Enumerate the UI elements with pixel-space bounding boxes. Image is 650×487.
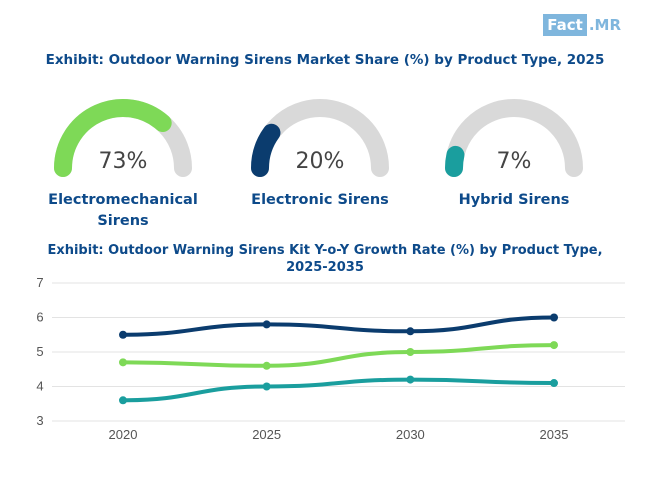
data-point-electromechanical-sirens <box>406 348 415 356</box>
factmr-logo: Fact .MR <box>543 14 623 36</box>
x-tick-label: 2020 <box>109 427 138 442</box>
data-point-electronic-sirens <box>119 330 127 339</box>
line-chart-title-line2: 2025-2035 <box>286 260 364 275</box>
series-line-electromechanical-sirens <box>122 343 555 368</box>
x-tick-label: 2035 <box>540 427 569 442</box>
data-point-electronic-sirens <box>550 313 558 322</box>
gauge-value-electronic: 20% <box>296 149 345 174</box>
gauge-arc-electromechanical <box>54 99 172 177</box>
line-chart-title-line1: Exhibit: Outdoor Warning Sirens Kit Y-o-… <box>47 243 603 258</box>
data-point-electronic-sirens <box>406 327 415 336</box>
x-tick-label: 2030 <box>396 427 425 442</box>
gauge-label-line1: Electromechanical <box>48 192 198 208</box>
gauge-arc-hybrid <box>444 145 465 177</box>
gauge-label-electronic: Electronic Sirens <box>230 190 410 211</box>
gauge-label-electromechanical: Electromechanical Sirens <box>33 190 213 232</box>
gauge-chart-title: Exhibit: Outdoor Warning Sirens Market S… <box>45 52 605 68</box>
gauge-label-hybrid: Hybrid Sirens <box>424 190 604 211</box>
data-point-electronic-sirens <box>262 320 271 329</box>
gauge-label-line2: Sirens <box>97 213 149 229</box>
data-point-electromechanical-sirens <box>550 341 558 350</box>
y-tick-label: 6 <box>36 310 43 325</box>
gauge-arc-electronic <box>251 123 281 177</box>
y-tick-label: 5 <box>36 344 43 359</box>
series-line-electronic-sirens <box>122 315 555 337</box>
gauge-electromechanical: 73% <box>54 99 192 177</box>
data-point-hybrid-sirens <box>550 379 558 388</box>
series-line-hybrid-sirens <box>122 377 555 403</box>
data-point-hybrid-sirens <box>262 382 271 391</box>
logo-mr: .MR <box>588 16 621 34</box>
data-point-electromechanical-sirens <box>262 361 271 370</box>
gauge-track <box>445 99 583 177</box>
line-chart-title: Exhibit: Outdoor Warning Sirens Kit Y-o-… <box>25 242 625 276</box>
gauge-value-electromechanical: 73% <box>99 149 148 174</box>
gauge-label-line1: Hybrid Sirens <box>458 192 570 208</box>
x-tick-label: 2025 <box>252 427 281 442</box>
logo-fact: Fact <box>543 14 587 36</box>
data-point-hybrid-sirens <box>406 375 415 384</box>
gauge-electronic: 20% <box>251 99 389 177</box>
gauge-value-hybrid: 7% <box>497 149 532 174</box>
gauge-hybrid: 7% <box>444 99 583 177</box>
y-tick-label: 4 <box>36 379 43 394</box>
line-chart: 3 4 5 6 7 2020 2025 2030 2035 <box>36 275 625 442</box>
gauge-label-line1: Electronic Sirens <box>251 192 389 208</box>
data-point-hybrid-sirens <box>119 396 127 405</box>
y-tick-label: 3 <box>36 413 43 428</box>
data-point-electromechanical-sirens <box>119 358 127 367</box>
y-tick-label: 7 <box>36 275 43 290</box>
